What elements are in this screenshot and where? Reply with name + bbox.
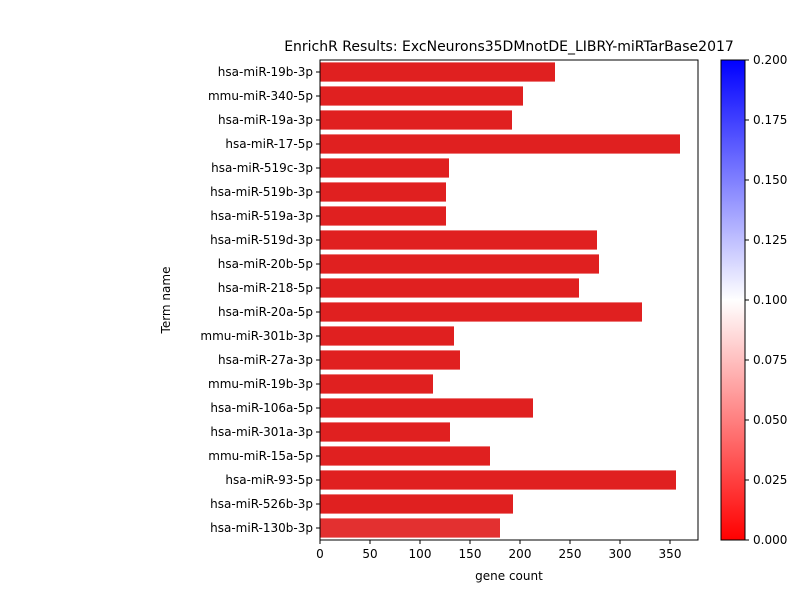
bar-hsa-miR-519d-3p [320,230,597,250]
colorbar-tick-label: 0.050 [753,413,787,427]
y-tick-label: hsa-miR-519d-3p [210,233,313,247]
y-tick-label: hsa-miR-19a-3p [218,113,313,127]
bar-hsa-miR-20b-5p [320,254,599,274]
y-tick-label: mmu-miR-19b-3p [208,377,313,391]
colorbar-tick-label: 0.200 [753,53,787,67]
chart-title: EnrichR Results: ExcNeurons35DMnotDE_LIB… [284,39,734,55]
y-tick-label: mmu-miR-15a-5p [208,449,313,463]
y-axis-label: Term name [159,267,173,335]
bar-hsa-miR-130b-3p [320,518,500,538]
colorbar-tick-label: 0.150 [753,173,787,187]
bar-mmu-miR-15a-5p [320,446,490,466]
y-tick-label: hsa-miR-519b-3p [210,185,313,199]
y-tick-label: hsa-miR-519c-3p [211,161,313,175]
colorbar-tick-labels: 0.000 0.025 0.050 0.075 0.100 0.125 0.150 0.175… [745,53,787,547]
bar-hsa-miR-20a-5p [320,302,642,322]
colorbar-tick-label: 0.025 [753,473,787,487]
bar-mmu-miR-340-5p [320,86,523,106]
y-tick-label: mmu-miR-340-5p [208,89,313,103]
x-tick-labels: 0 50 100 150 200 250 300 350 [316,540,681,561]
bar-hsa-miR-218-5p [320,278,579,298]
bar-mmu-miR-301b-3p [320,326,454,346]
colorbar-tick-label: 0.125 [753,233,787,247]
y-tick-label: hsa-miR-93-5p [225,473,313,487]
x-tick-label: 350 [659,547,682,561]
y-tick-label: hsa-miR-218-5p [218,281,313,295]
bar-hsa-miR-526b-3p [320,494,513,514]
colorbar-tick-label: 0.175 [753,113,787,127]
x-tick-label: 0 [316,547,324,561]
x-tick-label: 150 [459,547,482,561]
bar-hsa-miR-93-5p [320,470,676,490]
x-tick-label: 50 [362,547,377,561]
y-tick-label: hsa-miR-20b-5p [218,257,313,271]
colorbar-tick-label: 0.000 [753,533,787,547]
x-axis-label: gene count [475,569,543,583]
bar-mmu-miR-19b-3p [320,374,433,394]
x-tick-label: 300 [609,547,632,561]
y-tick-label: hsa-miR-19b-3p [218,65,313,79]
y-tick-label: hsa-miR-130b-3p [210,521,313,535]
y-tick-label: hsa-miR-106a-5p [210,401,313,415]
bar-hsa-miR-17-5p [320,134,680,154]
y-tick-labels: hsa-miR-19b-3p mmu-miR-340-5p hsa-miR-19a-… [200,65,320,535]
y-tick-label: hsa-miR-27a-3p [218,353,313,367]
bar-hsa-miR-27a-3p [320,350,460,370]
bar-hsa-miR-19b-3p [320,62,555,82]
x-tick-label: 200 [509,547,532,561]
bar-hsa-miR-19a-3p [320,110,512,130]
bar-hsa-miR-519b-3p [320,182,446,202]
colorbar-tick-label: 0.075 [753,353,787,367]
plot-frame [319,59,699,541]
bar-hsa-miR-519c-3p [320,158,449,178]
x-tick-label: 250 [559,547,582,561]
bar-hsa-miR-301a-3p [320,422,450,442]
y-tick-label: mmu-miR-301b-3p [200,329,313,343]
colorbar [720,59,746,541]
bars-layer [320,62,680,538]
colorbar-tick-label: 0.100 [753,293,787,307]
y-tick-label: hsa-miR-17-5p [225,137,313,151]
y-tick-label: hsa-miR-20a-5p [218,305,313,319]
y-tick-label: hsa-miR-519a-3p [210,209,313,223]
x-tick-label: 100 [409,547,432,561]
y-tick-label: hsa-miR-301a-3p [210,425,313,439]
y-tick-label: hsa-miR-526b-3p [210,497,313,511]
bar-hsa-miR-519a-3p [320,206,446,226]
bar-hsa-miR-106a-5p [320,398,533,418]
